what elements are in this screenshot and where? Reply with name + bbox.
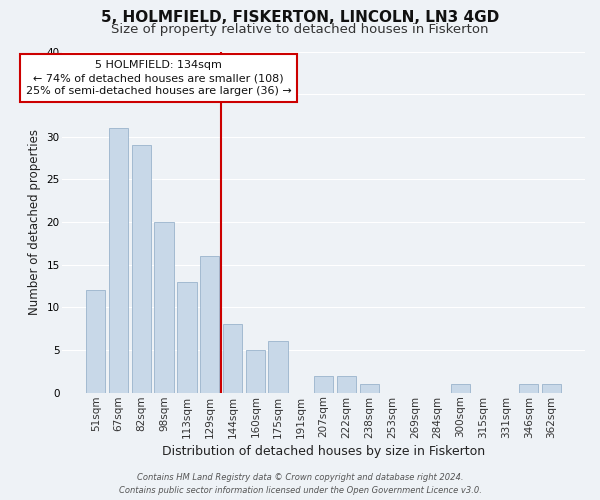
- Bar: [451, 384, 470, 392]
- Text: Size of property relative to detached houses in Fiskerton: Size of property relative to detached ho…: [111, 22, 489, 36]
- Bar: [131, 146, 151, 392]
- Bar: [359, 384, 379, 392]
- Text: 5, HOLMFIELD, FISKERTON, LINCOLN, LN3 4GD: 5, HOLMFIELD, FISKERTON, LINCOLN, LN3 4G…: [101, 10, 499, 25]
- Bar: [542, 384, 561, 392]
- Bar: [177, 282, 197, 393]
- Bar: [86, 290, 106, 392]
- Bar: [519, 384, 538, 392]
- Bar: [245, 350, 265, 393]
- Text: 5 HOLMFIELD: 134sqm
← 74% of detached houses are smaller (108)
25% of semi-detac: 5 HOLMFIELD: 134sqm ← 74% of detached ho…: [26, 60, 292, 96]
- X-axis label: Distribution of detached houses by size in Fiskerton: Distribution of detached houses by size …: [162, 444, 485, 458]
- Bar: [337, 376, 356, 392]
- Bar: [314, 376, 334, 392]
- Bar: [154, 222, 174, 392]
- Bar: [109, 128, 128, 392]
- Bar: [200, 256, 220, 392]
- Y-axis label: Number of detached properties: Number of detached properties: [28, 129, 41, 315]
- Bar: [223, 324, 242, 392]
- Bar: [268, 342, 288, 392]
- Text: Contains HM Land Registry data © Crown copyright and database right 2024.
Contai: Contains HM Land Registry data © Crown c…: [119, 473, 481, 495]
